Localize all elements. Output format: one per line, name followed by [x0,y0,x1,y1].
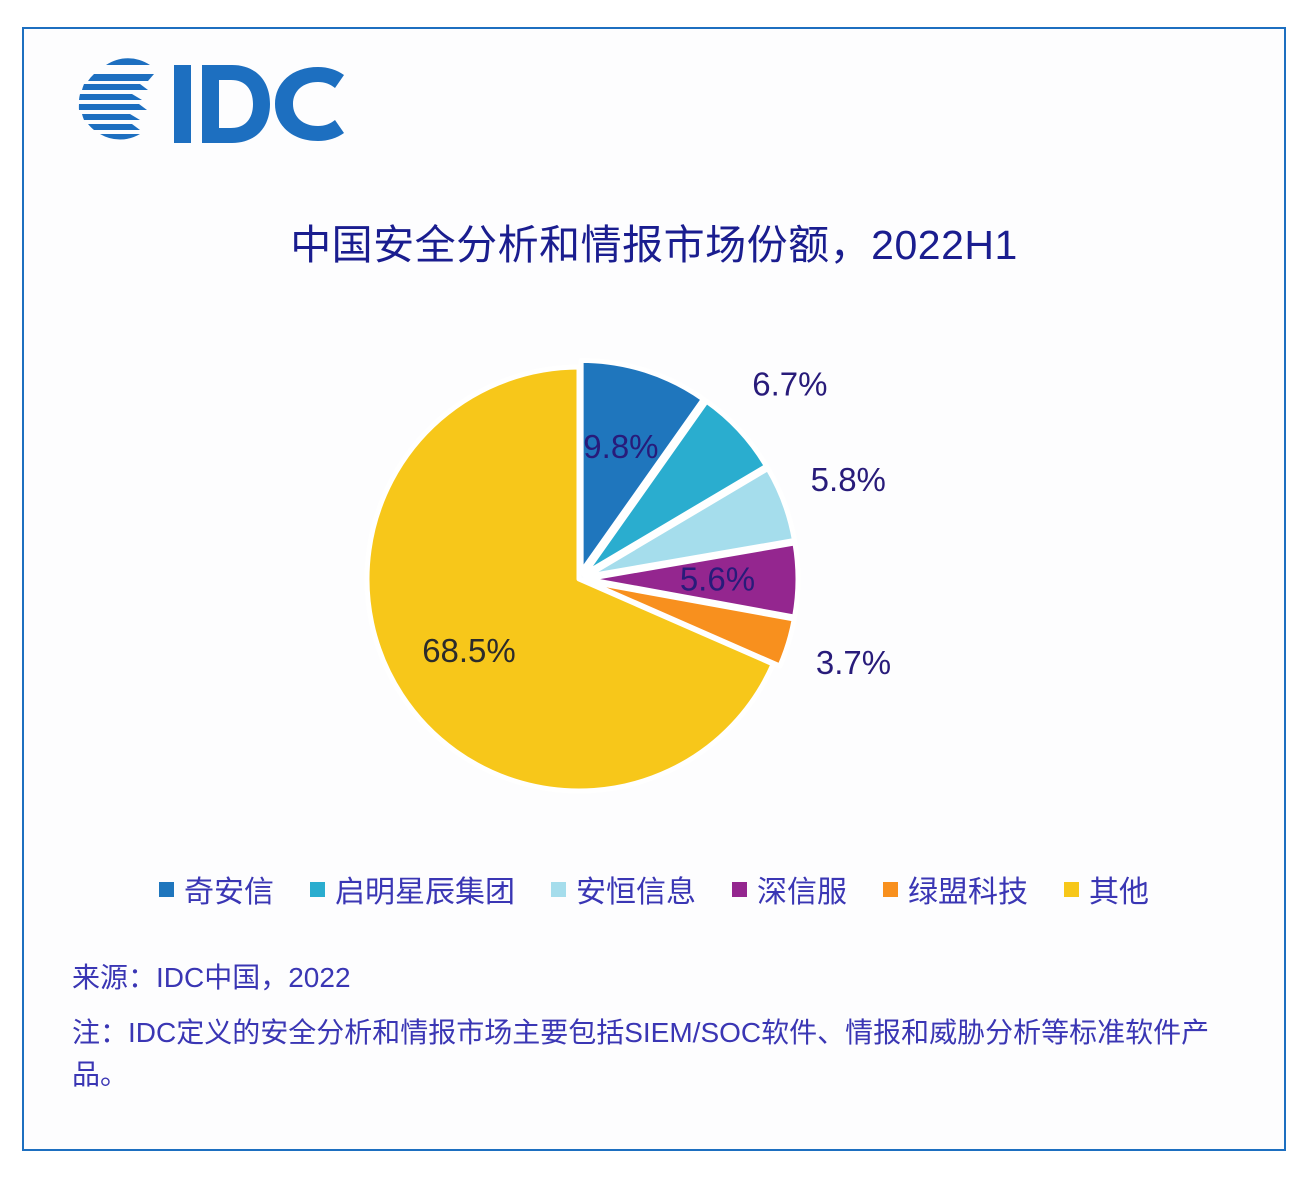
legend-item-label: 启明星辰集团 [335,876,515,909]
pie-label-group: 9.8% 6.7% 5.8% 5.6% 3.7% 68.5% [422,365,891,681]
legend-swatch-icon [159,881,174,897]
pie-slice-label: 3.7% [816,644,891,681]
pie-slice[interactable] [583,465,797,580]
pie-slice-label: 5.8% [811,461,886,498]
pie-slice-group [364,357,801,794]
legend-item[interactable]: 绿盟科技 [883,867,1028,911]
idc-globe-icon [78,58,154,140]
legend-item-label: 绿盟科技 [908,876,1028,909]
pie-slice[interactable] [578,357,706,575]
legend-item[interactable]: 深信服 [732,867,847,911]
legend-item-label: 安恒信息 [576,876,696,909]
idc-wordmark [174,65,344,143]
pie-chart-svg: 9.8% 6.7% 5.8% 5.6% 3.7% 68.5% [364,357,891,794]
pie-slice[interactable] [581,398,770,577]
source-text: 来源：IDC中国，2022 [72,962,351,993]
legend-item-label: 奇安信 [184,876,274,909]
page-title: 中国安全分析和情报市场份额，2022H1 [290,222,1018,268]
idc-logo [66,51,356,161]
pie-slice-label: 5.6% [680,561,755,598]
legend-item[interactable]: 启明星辰集团 [310,867,515,911]
legend-swatch-icon [310,881,325,897]
legend-item[interactable]: 奇安信 [159,867,274,911]
legend-swatch-icon [551,881,566,897]
legend-item-label: 深信服 [757,876,847,909]
chart-footnotes: 来源：IDC中国，2022 注：IDC定义的安全分析和情报市场主要包括SIEM/… [72,957,1238,1097]
legend-item-label: 其他 [1089,876,1149,909]
pie-slice-label: 9.8% [583,428,658,465]
legend-swatch-icon [1064,881,1079,897]
pie-chart: 9.8% 6.7% 5.8% 5.6% 3.7% 68.5% [24,347,1284,847]
legend-item[interactable]: 安恒信息 [551,867,696,911]
legend-item[interactable]: 其他 [1064,867,1149,911]
pie-slice[interactable] [364,364,776,794]
chart-card: 中国安全分析和情报市场份额，2022H1 9.8% 6.7% 5.8% 5.6% 3.7… [22,27,1286,1151]
legend-swatch-icon [883,881,898,897]
chart-legend: 奇安信 启明星辰集团 安恒信息 深信服 绿盟科技 其他 [24,867,1284,911]
legend-swatch-icon [732,881,747,897]
pie-slice-label: 68.5% [422,632,516,669]
note-text: 注：IDC定义的安全分析和情报市场主要包括SIEM/SOC软件、情报和威胁分析等… [72,1016,1210,1091]
pie-slice-label: 6.7% [752,365,827,402]
